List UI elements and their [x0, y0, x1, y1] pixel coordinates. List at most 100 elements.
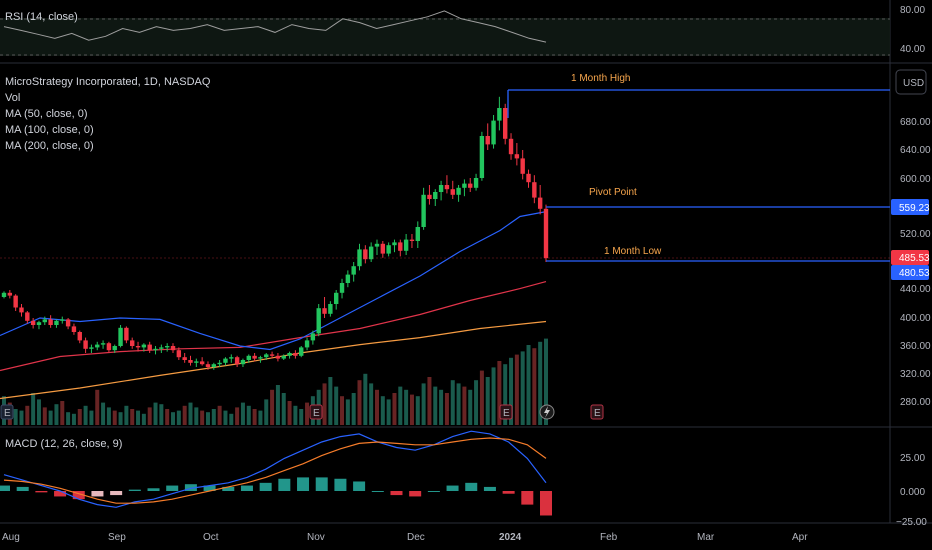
ma100-legend[interactable]: MA (100, close, 0) [5, 124, 94, 136]
volume-legend[interactable]: Vol [5, 92, 20, 104]
volume-bar [13, 409, 18, 425]
candle-body [543, 208, 549, 259]
volume-bar [159, 404, 164, 425]
earnings-marker-letter: E [594, 408, 601, 419]
earnings-marker[interactable]: E [499, 404, 513, 420]
volume-bar [106, 407, 111, 425]
pivot-price-value: 559.23 [899, 203, 930, 214]
candle-body [368, 246, 374, 260]
candle-body [217, 362, 222, 365]
candle-body [339, 283, 345, 293]
pivot-point-label: Pivot Point [589, 187, 637, 198]
volume-bar [205, 412, 210, 425]
time-tick: Aug [2, 532, 20, 543]
currency-button[interactable] [895, 69, 927, 95]
candlesticks [1, 96, 549, 370]
candle-body [36, 322, 42, 325]
volume-bar [264, 399, 269, 425]
price-panel[interactable]: 1 Month High Pivot Point 1 Month Low Mic… [0, 69, 931, 425]
volume-bar [421, 383, 426, 425]
volume-bar [328, 377, 333, 425]
earnings-marker[interactable]: E [309, 404, 323, 420]
volume-bar [374, 389, 379, 425]
time-tick: Oct [203, 532, 219, 543]
volume-bar [415, 396, 420, 425]
macd-panel[interactable]: MACD (12, 26, close, 9) 25.00 0.000 −25.… [0, 430, 927, 528]
ma200-legend[interactable]: MA (200, close, 0) [5, 140, 94, 152]
volume-bar [427, 377, 432, 425]
volume-bar [345, 399, 350, 425]
volume-bar [54, 404, 59, 425]
histogram-bar [16, 486, 29, 491]
volume-bar [386, 399, 391, 425]
earnings-marker[interactable]: E [590, 404, 604, 420]
volume-bar [392, 393, 397, 425]
pivot-price-tag [891, 199, 929, 215]
volume-bar [48, 410, 53, 425]
histogram-bar [465, 482, 478, 491]
price-tick: 320.00 [900, 369, 931, 380]
candle-body [403, 239, 409, 251]
volume-bar [211, 409, 216, 425]
candle-body [462, 183, 467, 188]
candle-body [351, 266, 356, 275]
candle-body [380, 243, 386, 254]
rsi-tick: 80.00 [900, 5, 925, 16]
candle-body [316, 308, 321, 334]
candle-body [444, 185, 450, 190]
volume-bar [60, 401, 65, 425]
low-price-tag [891, 265, 929, 280]
histogram-bar [540, 491, 552, 516]
candle-body [503, 108, 508, 139]
volume-bar [369, 383, 374, 425]
candle-body [147, 344, 152, 351]
histogram-bar [54, 491, 67, 497]
volume-bar [66, 412, 71, 425]
candle-body [77, 332, 82, 341]
histogram-bar [278, 478, 291, 491]
candle-body [170, 346, 176, 351]
price-tick: 400.00 [900, 313, 931, 324]
rsi-panel[interactable]: RSI (14, close) 80.00 40.00 [0, 5, 925, 56]
candle-body [322, 308, 327, 314]
volume-bar [118, 412, 123, 425]
volume-bar [89, 410, 94, 425]
volume-bar [77, 409, 82, 425]
price-tick: 520.00 [900, 229, 931, 240]
earnings-marker[interactable]: E [0, 404, 14, 420]
volume-bar [520, 351, 525, 425]
histogram-bar [35, 491, 48, 493]
histogram-bar [409, 491, 422, 497]
volume-bar [305, 402, 310, 425]
price-tick: 680.00 [900, 117, 931, 128]
candle-body [188, 360, 193, 363]
histogram-bar [166, 485, 179, 491]
volume-bar [509, 357, 514, 425]
candle-body [141, 344, 147, 348]
symbol-legend[interactable]: MicroStrategy Incorporated, 1D, NASDAQ [5, 76, 211, 88]
rsi-line [3, 10, 547, 43]
volume-bar [258, 410, 263, 425]
time-tick: Mar [697, 532, 715, 543]
candle-body [508, 138, 514, 155]
volume-bar [124, 405, 129, 425]
candle-body [532, 182, 537, 198]
time-tick: Dec [407, 532, 425, 543]
volume-bar [340, 396, 345, 425]
volume-bar [497, 361, 502, 425]
volume-bar [252, 409, 257, 425]
candle-body [357, 249, 362, 267]
candle-body [25, 312, 30, 321]
volume-bar [404, 389, 409, 425]
candle-body [468, 183, 473, 188]
ma50-legend[interactable]: MA (50, close, 0) [5, 108, 88, 120]
candle-body [409, 239, 415, 241]
volume-bar [19, 410, 24, 425]
candle-body [30, 320, 36, 325]
time-axis[interactable]: Aug Sep Oct Nov Dec 2024 Feb Mar Apr [2, 532, 808, 543]
candle-body [328, 304, 333, 314]
candle-body [194, 361, 199, 363]
histogram-bar [390, 491, 403, 496]
candle-body [223, 358, 228, 363]
dividend-bolt-icon[interactable] [539, 404, 555, 420]
